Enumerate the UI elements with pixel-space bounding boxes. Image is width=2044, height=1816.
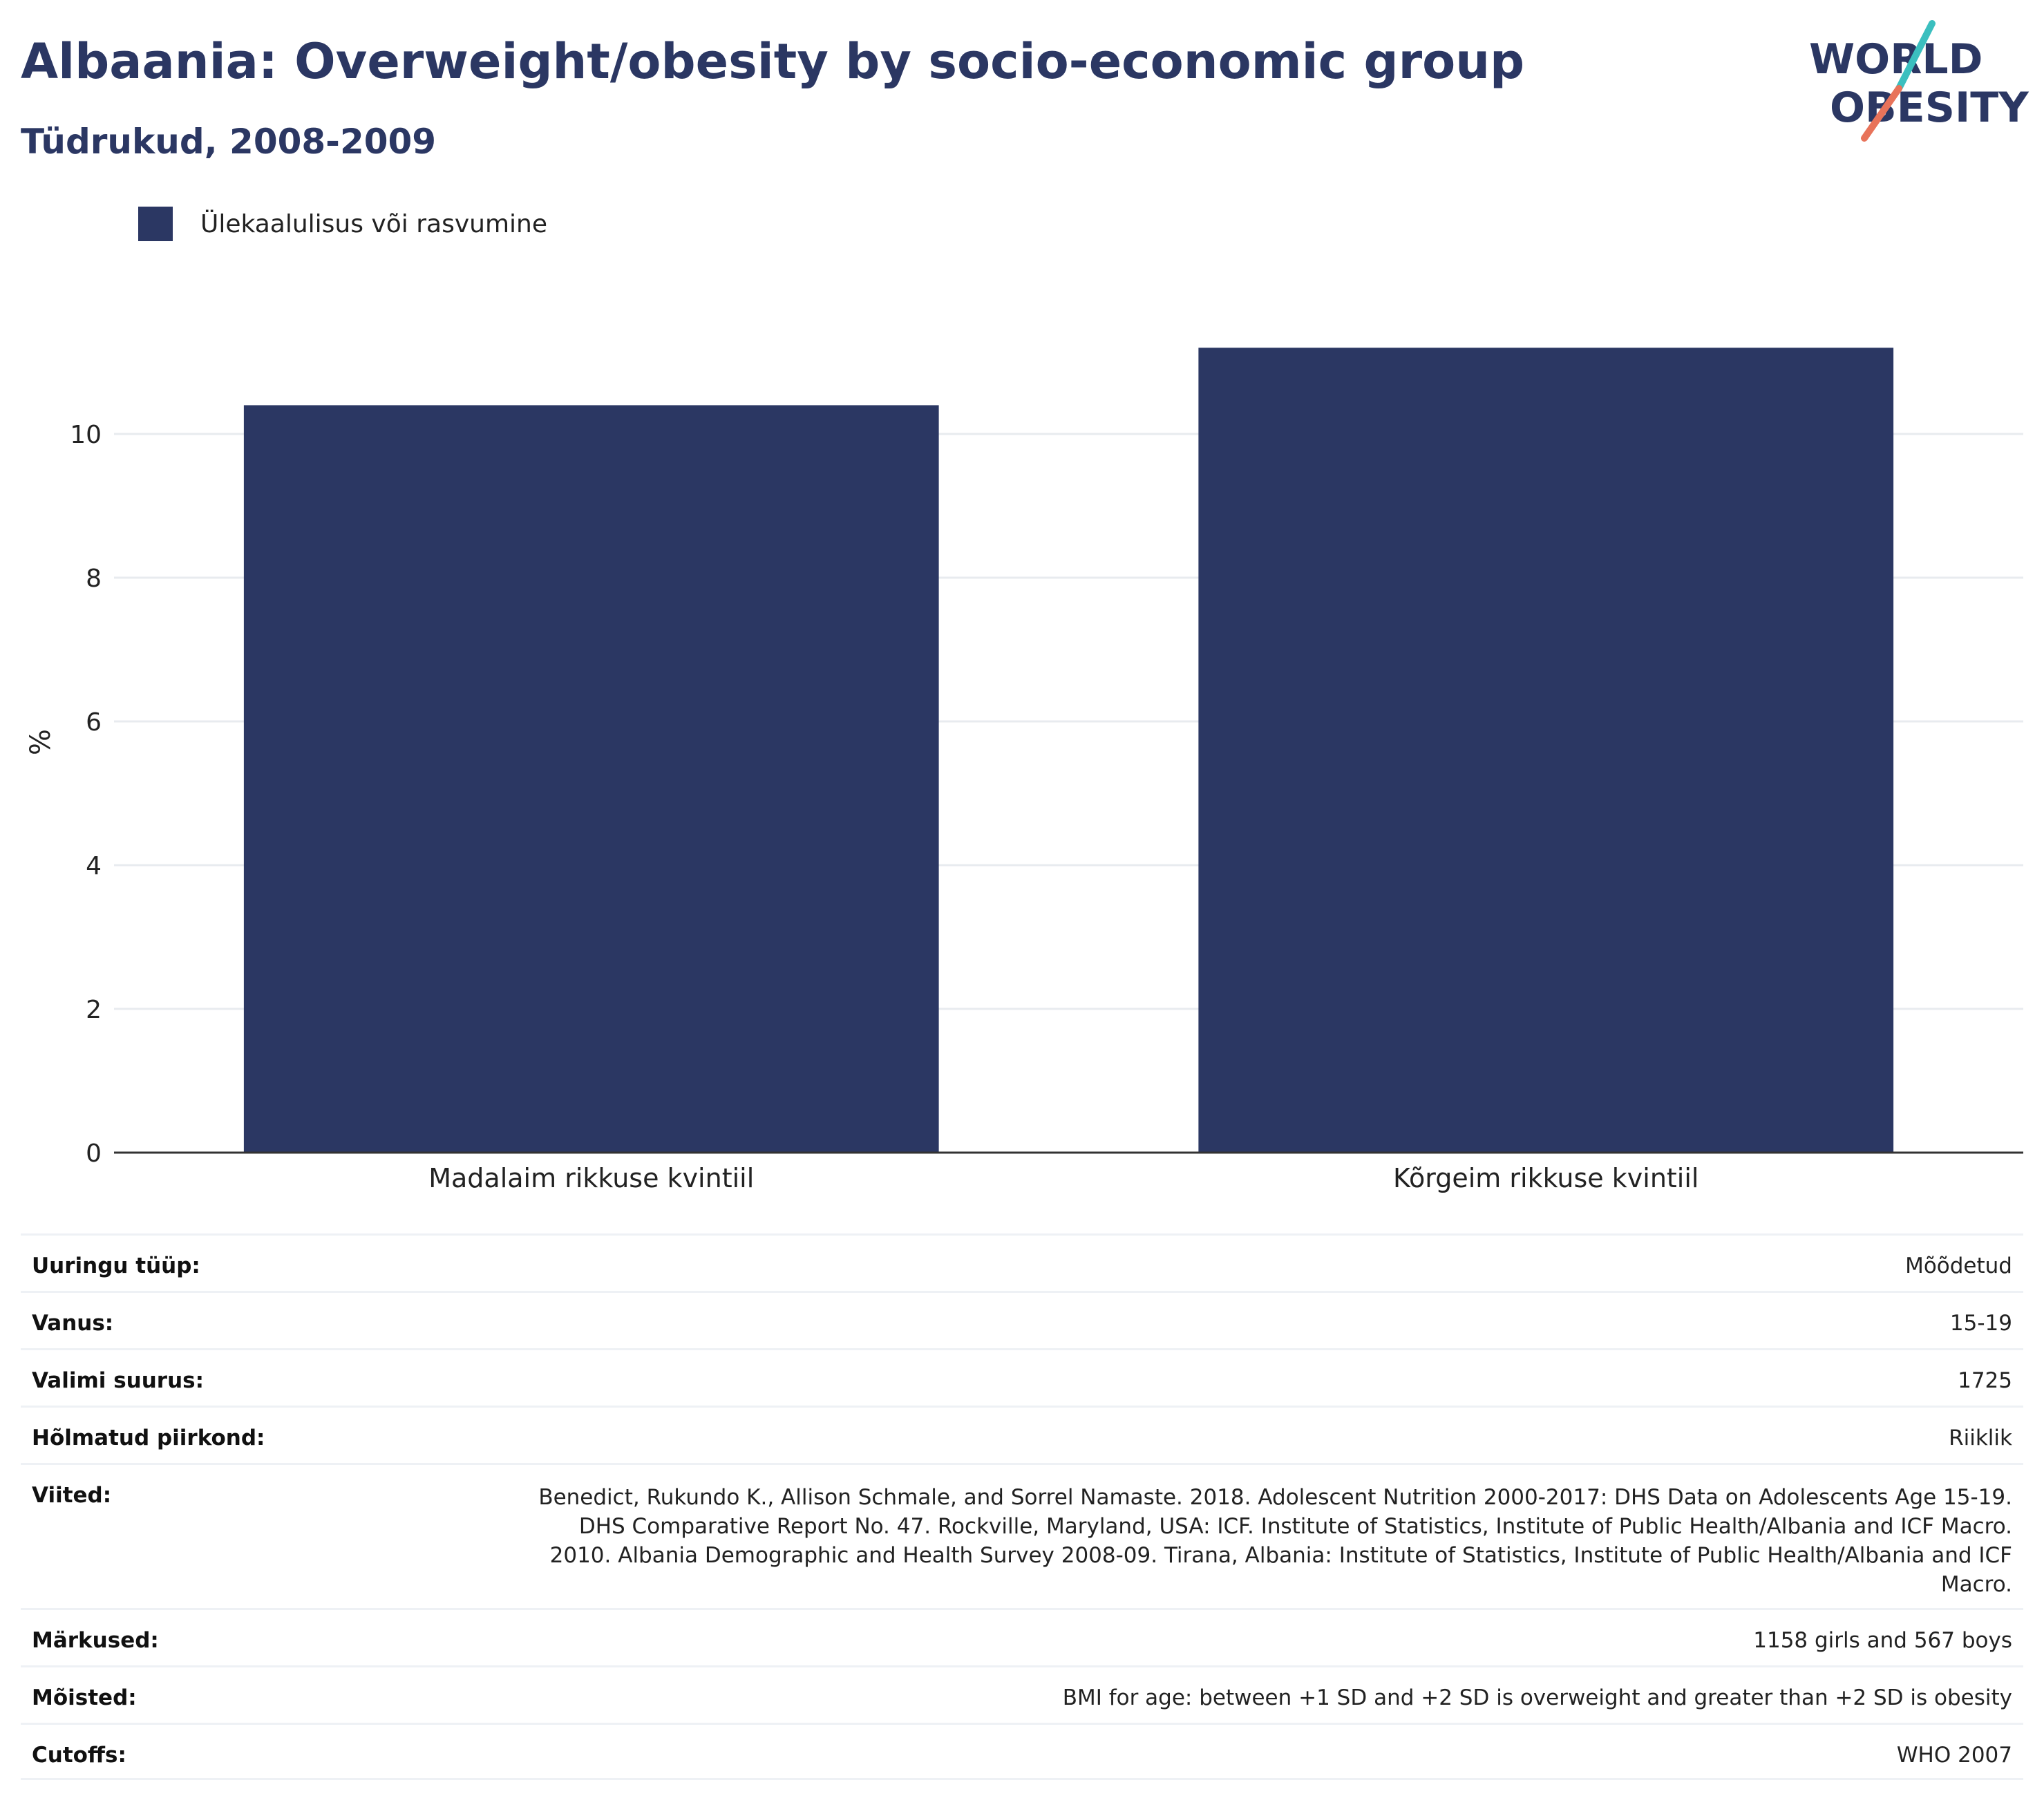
info-value: 15-19 bbox=[1949, 1311, 2012, 1336]
x-category-label: Kõrgeim rikkuse kvintiil bbox=[1393, 1163, 1698, 1193]
chart-title: Albaania: Overweight/obesity by socio-ec… bbox=[21, 33, 1525, 90]
info-key: Valimi suurus: bbox=[32, 1368, 204, 1393]
info-key: Viited: bbox=[32, 1483, 112, 1508]
info-row: Valimi suurus: 1725 bbox=[21, 1348, 2023, 1406]
y-axis-label: % bbox=[25, 729, 57, 755]
info-value: Riiklik bbox=[1949, 1426, 2012, 1450]
info-value: Mõõdetud bbox=[1905, 1254, 2012, 1278]
info-table: Uuringu tüüp: Mõõdetud Vanus: 15-19 Valimi s… bbox=[21, 1233, 2023, 1780]
info-key: Uuringu tüüp: bbox=[32, 1254, 200, 1278]
info-value: Benedict, Rukundo K., Allison Schmale, a… bbox=[538, 1485, 2012, 1597]
info-row: Viited: Benedict, Rukundo K., Allison Sch… bbox=[21, 1463, 2023, 1608]
bar bbox=[1198, 348, 1894, 1153]
info-value: BMI for age: between +1 SD and +2 SD is … bbox=[1062, 1685, 2012, 1710]
info-row: Cutoffs: WHO 2007 bbox=[21, 1723, 2023, 1780]
y-tick-label: 2 bbox=[86, 996, 102, 1024]
logo-slash-coral bbox=[1861, 85, 1902, 142]
bar-chart: 0 2 4 6 8 10 Madalaim rikkuse kvintiil Kõrgeim … bbox=[25, 348, 2023, 1193]
info-value: 1725 bbox=[1958, 1368, 2012, 1393]
info-row: Mõisted: BMI for age: between +1 SD and +… bbox=[21, 1665, 2023, 1723]
logo-line-2: OBESITY bbox=[1830, 84, 2029, 132]
info-key: Märkused: bbox=[32, 1628, 159, 1653]
chart-subtitle: Tüdrukud, 2008-2009 bbox=[21, 122, 437, 162]
bar bbox=[243, 405, 939, 1153]
legend-label: Ülekaalulisus või rasvumine bbox=[200, 209, 547, 238]
info-key: Mõisted: bbox=[32, 1685, 137, 1710]
info-key: Vanus: bbox=[32, 1311, 114, 1336]
legend-swatch bbox=[138, 207, 173, 241]
x-category-label: Madalaim rikkuse kvintiil bbox=[428, 1163, 754, 1193]
info-value: 1158 girls and 567 boys bbox=[1753, 1628, 2012, 1653]
y-tick-label: 4 bbox=[86, 852, 102, 880]
info-row: Vanus: 15-19 bbox=[21, 1291, 2023, 1348]
info-key: Hõlmatud piirkond: bbox=[32, 1426, 265, 1450]
info-row: Märkused: 1158 girls and 567 boys bbox=[21, 1608, 2023, 1665]
info-value: WHO 2007 bbox=[1896, 1743, 2012, 1768]
info-key: Cutoffs: bbox=[32, 1743, 126, 1768]
logo-slash-teal bbox=[1895, 20, 1936, 92]
y-tick-label: 10 bbox=[70, 421, 102, 449]
info-row: Hõlmatud piirkond: Riiklik bbox=[21, 1406, 2023, 1463]
y-tick-label: 8 bbox=[86, 565, 102, 593]
logo-line-1: WORLD bbox=[1809, 35, 1983, 84]
world-obesity-logo: WORLD OBESITY bbox=[1809, 20, 2029, 142]
info-row: Uuringu tüüp: Mõõdetud bbox=[21, 1233, 2023, 1291]
y-tick-label: 0 bbox=[86, 1139, 102, 1168]
legend[interactable]: Ülekaalulisus või rasvumine bbox=[138, 206, 547, 242]
y-tick-label: 6 bbox=[86, 708, 102, 737]
